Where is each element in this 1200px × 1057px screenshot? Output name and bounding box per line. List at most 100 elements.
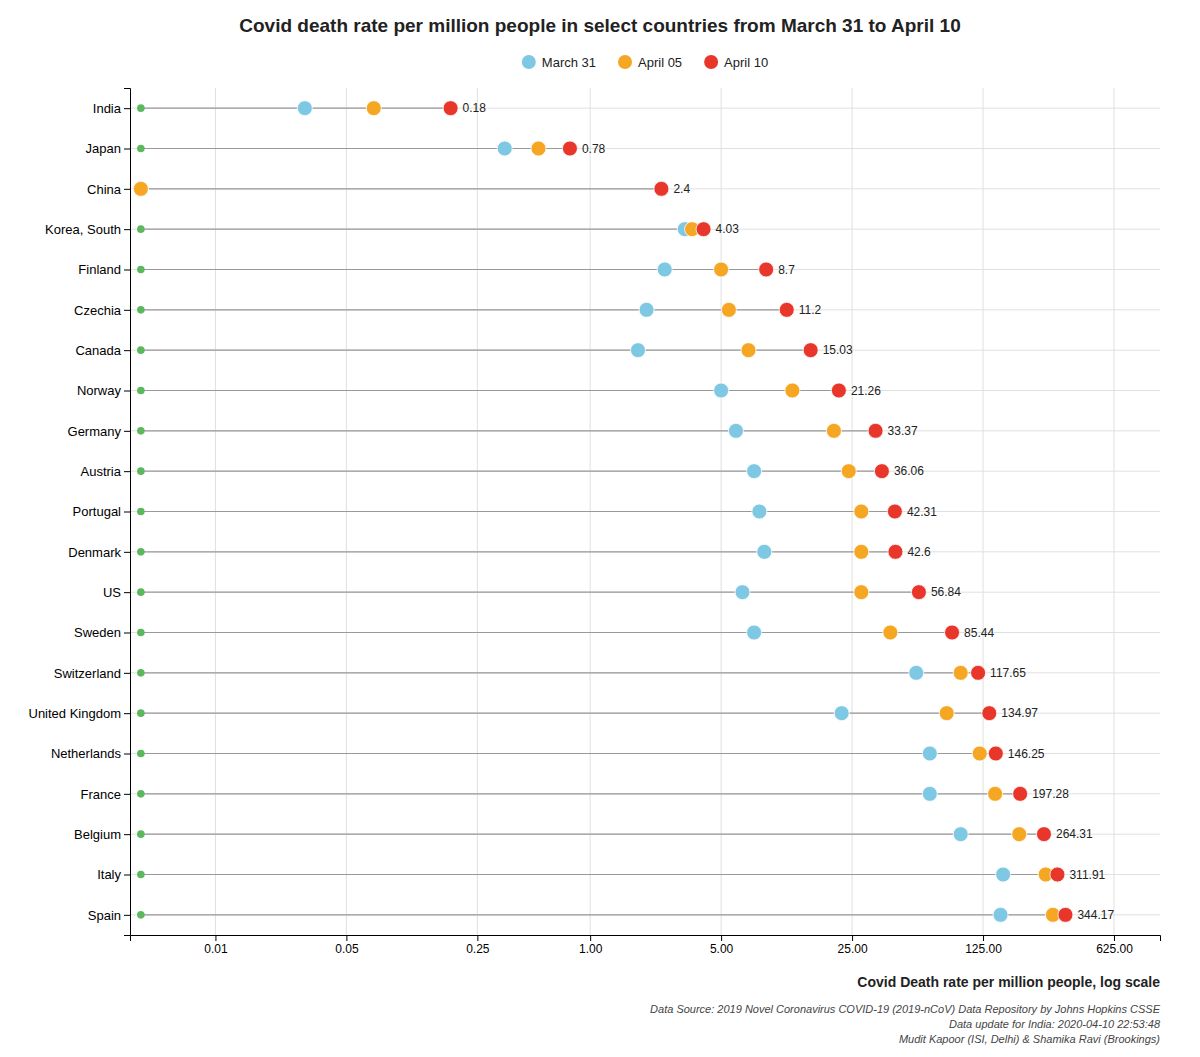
dot [714, 262, 729, 277]
dot [752, 504, 767, 519]
connector [141, 309, 787, 310]
y-tick-mark [124, 915, 130, 916]
y-tick: Japan [86, 141, 130, 156]
connector [141, 793, 1020, 794]
y-tick-mark [124, 350, 130, 351]
dot [803, 343, 818, 358]
legend-label: April 10 [724, 55, 768, 70]
y-tick: Sweden [74, 625, 130, 640]
x-axis-domain [131, 936, 1161, 942]
data-label: 146.25 [1008, 747, 1045, 761]
y-tick-label: Portugal [73, 504, 122, 519]
y-tick-mark [124, 713, 130, 714]
dot [953, 665, 968, 680]
y-tick-label: Denmark [68, 544, 121, 559]
x-tick-label: 1.00 [579, 942, 603, 956]
y-tick: Korea, South [45, 222, 130, 237]
x-tick: 25.00 [838, 935, 868, 956]
baseline-dot [137, 790, 145, 798]
dot [747, 625, 762, 640]
y-tick-label: Italy [97, 867, 121, 882]
grid-line-y [130, 592, 1160, 593]
dot [728, 423, 743, 438]
baseline-dot [137, 588, 145, 596]
data-label: 15.03 [823, 343, 853, 357]
legend: March 31April 05April 10 [522, 55, 768, 70]
dot [972, 746, 987, 761]
legend-swatch [522, 55, 536, 69]
y-tick: Switzerland [54, 665, 130, 680]
y-tick: Denmark [68, 544, 130, 559]
dot [887, 504, 902, 519]
dot [562, 141, 577, 156]
dot [922, 786, 937, 801]
series-1 [133, 101, 1060, 923]
data-label: 0.18 [463, 101, 487, 115]
y-tick: Austria [81, 464, 130, 479]
y-tick-mark [124, 552, 130, 553]
connector [141, 430, 876, 431]
dot [741, 343, 756, 358]
y-tick-mark [124, 108, 130, 109]
connector [141, 511, 895, 512]
dot [854, 585, 869, 600]
connector [141, 834, 1044, 835]
dot [657, 262, 672, 277]
x-tick: 0.25 [466, 935, 490, 956]
y-tick-mark [124, 633, 130, 634]
y-tick: Spain [88, 907, 130, 922]
x-axis: 0.010.050.251.005.0025.00125.00625.00 [131, 935, 1161, 956]
y-tick-mark [124, 189, 130, 190]
y-tick: Finland [78, 262, 130, 277]
dot [939, 706, 954, 721]
dot [996, 867, 1011, 882]
y-tick-mark [124, 229, 130, 230]
y-tick-mark [124, 875, 130, 876]
x-tick-mark [590, 935, 591, 941]
connector [141, 914, 1066, 915]
baseline-dot [137, 427, 145, 435]
data-label: 344.17 [1077, 908, 1114, 922]
dot [133, 181, 148, 196]
data-label: 4.03 [716, 222, 740, 236]
x-tick-mark [721, 935, 722, 941]
data-label: 42.31 [907, 505, 937, 519]
x-tick: 625.00 [1096, 935, 1133, 956]
y-tick-mark [124, 471, 130, 472]
connector [141, 350, 811, 351]
dot [1050, 867, 1065, 882]
y-tick-mark [124, 431, 130, 432]
footnote-line: Data Source: 2019 Novel Coronavirus COVI… [650, 1003, 1161, 1015]
x-tick: 125.00 [965, 935, 1002, 956]
connector [141, 188, 662, 189]
y-tick-mark [124, 592, 130, 593]
y-tick: China [87, 181, 130, 196]
connector [141, 551, 896, 552]
y-tick-label: Austria [81, 464, 122, 479]
grid-line-y [130, 269, 1160, 270]
baseline-dot [137, 709, 145, 717]
dot [1036, 827, 1051, 842]
y-tick-label: Czechia [74, 302, 122, 317]
connector [141, 390, 839, 391]
baseline-dot [137, 467, 145, 475]
dot [785, 383, 800, 398]
dot [834, 706, 849, 721]
connector [141, 753, 996, 754]
y-tick: Belgium [74, 827, 130, 842]
dot [630, 343, 645, 358]
data-label: 311.91 [1069, 868, 1105, 882]
y-tick: United Kingdom [29, 706, 131, 721]
title: Covid death rate per million people in s… [239, 15, 960, 36]
footnote: Data Source: 2019 Novel Coronavirus COVI… [650, 1003, 1161, 1045]
dot [874, 464, 889, 479]
dot [1058, 907, 1073, 922]
dot [982, 706, 997, 721]
x-tick: 1.00 [579, 935, 603, 956]
dot [735, 585, 750, 600]
dot [443, 101, 458, 116]
y-tick-label: India [93, 101, 122, 116]
legend-swatch [618, 55, 632, 69]
dot [696, 222, 711, 237]
x-tick-mark [1114, 935, 1115, 941]
